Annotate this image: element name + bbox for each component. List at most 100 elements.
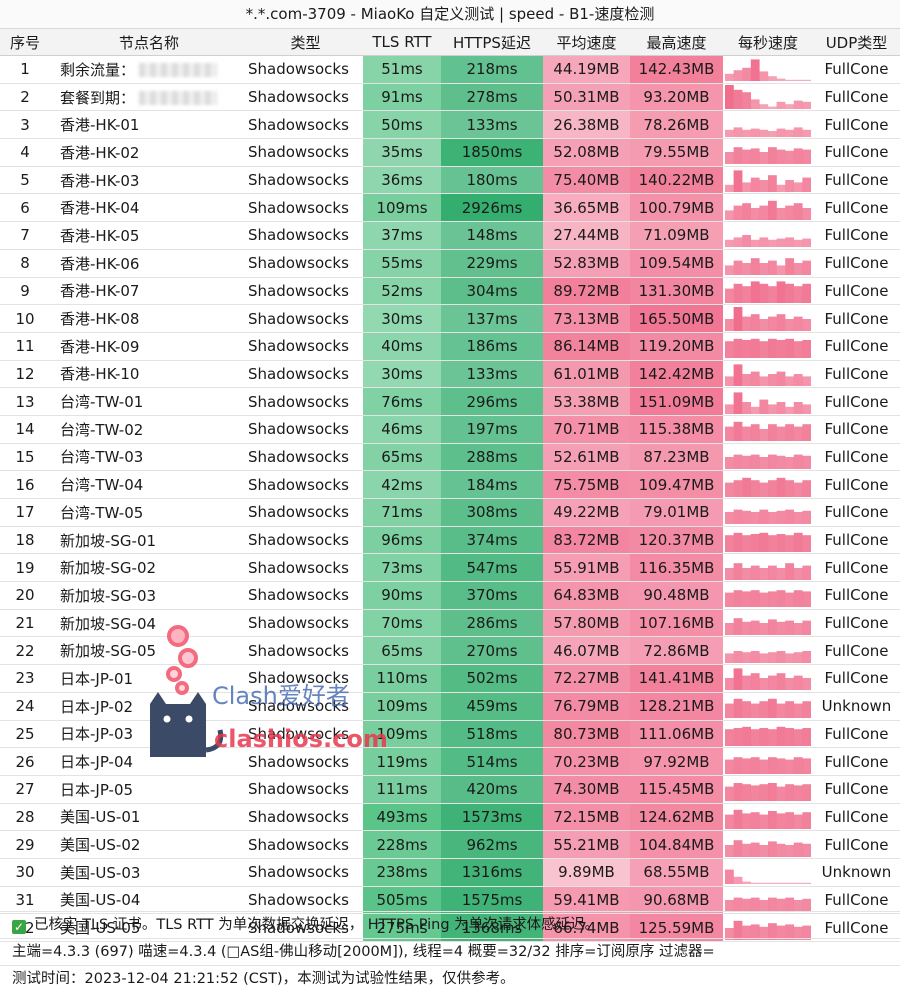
table-row[interactable]: 11 香港-HK-09 Shadowsocks 40ms 186ms 86.14MB 119… [0,332,900,361]
table-row[interactable]: 9 香港-HK-07 Shadowsocks 52ms 304ms 89.72MB 131.… [0,277,900,305]
sparkline-bar [759,71,769,82]
table-row[interactable]: 25 日本-JP-03 Shadowsocks 109ms 518ms 80.73MB 11… [0,720,900,748]
table-row[interactable]: 1 剩余流量： Shadowsocks 51ms 218ms 44.19MB 142.43M… [0,55,900,84]
cell-tls-rtt: 110ms [363,664,441,693]
cell-avg-speed: 89.72MB [543,277,630,305]
node-name-label: 美国-US-05 [60,919,141,938]
sparkline-bar [785,80,794,82]
cell-type: Shadowsocks [248,254,349,273]
table-row[interactable]: 27 日本-JP-05 Shadowsocks 111ms 420ms 74.30MB 11… [0,775,900,804]
table-row[interactable]: 17 台湾-TW-05 Shadowsocks 71ms 308ms 49.22MB 79.… [0,498,900,527]
cell-avg-speed: 44.19MB [543,55,630,84]
cell-avg-speed: 64.83MB [543,581,630,610]
cell-max-speed: 165.50MB [630,304,723,333]
sparkline-bar [742,651,751,663]
sparkline-bar [768,897,777,912]
col-header-index[interactable]: 序号 [0,29,50,56]
cell-max-speed: 128.21MB [630,692,723,720]
cell-per-second-speed [723,858,813,886]
sparkline-bar [742,701,751,719]
sparkline-bar [733,756,743,774]
sparkline-bar [725,567,734,580]
sparkline-bar [776,590,786,608]
table-row[interactable]: 2 套餐到期： Shadowsocks 91ms 278ms 50.31MB 93.20MB… [0,83,900,111]
cell-type: Shadowsocks [248,143,349,162]
cell-node-name: 台湾-TW-02 [50,415,248,443]
col-header-type[interactable]: 类型 [248,29,363,56]
col-header-max-speed[interactable]: 最高速度 [630,29,723,56]
table-row[interactable]: 7 香港-HK-05 Shadowsocks 37ms 148ms 27.44MB 71.0… [0,221,900,250]
cell-node-name: 美国-US-04 [50,886,248,914]
cell-avg-speed: 49.22MB [543,498,630,527]
table-row[interactable]: 30 美国-US-03 Shadowsocks 238ms 1316ms 9.89MB 68… [0,858,900,887]
col-header-avg-speed[interactable]: 平均速度 [543,29,630,56]
table-row[interactable]: 26 日本-JP-04 Shadowsocks 119ms 514ms 70.23MB 97… [0,747,900,776]
sparkline-bar [785,237,794,248]
redacted-value [139,63,218,78]
table-row[interactable]: 3 香港-HK-01 Shadowsocks 50ms 133ms 26.38MB 78.2… [0,110,900,139]
sparkline-bar [776,673,786,691]
cell-https-latency: 137ms [441,304,543,333]
speed-sparkline [725,897,811,912]
col-header-per-second-speed[interactable]: 每秒速度 [723,29,813,56]
cell-index: 7 [20,226,30,245]
cell-udp-type: FullCone [824,337,889,356]
col-header-name[interactable]: 节点名称 [50,29,248,56]
table-row[interactable]: 10 香港-HK-08 Shadowsocks 30ms 137ms 73.13MB 165… [0,304,900,333]
table-row[interactable]: 5 香港-HK-03 Shadowsocks 36ms 180ms 75.40MB 140.… [0,166,900,194]
cell-type: Shadowsocks [248,364,349,383]
table-row[interactable]: 21 新加坡-SG-04 Shadowsocks 70ms 286ms 57.80MB 10… [0,609,900,637]
table-row[interactable]: 20 新加坡-SG-03 Shadowsocks 90ms 370ms 64.83MB 90… [0,581,900,610]
speed-sparkline [725,562,811,580]
cell-udp-type: FullCone [824,281,889,300]
table-row[interactable]: 22 新加坡-SG-05 Shadowsocks 65ms 270ms 46.07MB 72… [0,636,900,665]
cell-max-speed: 141.41MB [630,664,723,693]
table-row[interactable]: 13 台湾-TW-01 Shadowsocks 76ms 296ms 53.38MB 151… [0,387,900,416]
node-name-label: 美国-US-04 [60,891,141,910]
sparkline-bar [742,401,751,414]
table-row[interactable]: 29 美国-US-02 Shadowsocks 228ms 962ms 55.21MB 10… [0,830,900,859]
table-row[interactable]: 24 日本-JP-02 Shadowsocks 109ms 459ms 76.79MB 12… [0,692,900,720]
cell-type: Shadowsocks [248,558,349,577]
cell-node-name: 新加坡-SG-01 [50,526,248,554]
footer-tls-text: 已核实 TLS 证书。TLS RTT 为单次数据交换延迟， HTTPS Ping… [34,917,600,933]
sparkline-bar [733,260,743,276]
table-row[interactable]: 6 香港-HK-04 Shadowsocks 109ms 2926ms 36.65MB 10… [0,193,900,222]
table-row[interactable]: 15 台湾-TW-03 Shadowsocks 65ms 288ms 52.61MB 87.… [0,443,900,471]
sparkline-bar [742,182,751,193]
sparkline-bar [742,567,751,580]
cell-udp-type: FullCone [824,503,889,522]
table-row[interactable]: 12 香港-HK-10 Shadowsocks 30ms 133ms 61.01MB 142… [0,360,900,388]
col-header-udp-type[interactable]: UDP类型 [813,29,900,56]
sparkline-bar [768,373,777,386]
cell-index: 20 [15,586,35,605]
sparkline-bar [733,562,743,580]
cell-per-second-speed [723,720,813,748]
table-row[interactable]: 16 台湾-TW-04 Shadowsocks 42ms 184ms 75.75MB 109… [0,470,900,499]
table-row[interactable]: 28 美国-US-01 Shadowsocks 493ms 1573ms 72.15MB 1… [0,803,900,831]
sparkline-bar [776,786,786,802]
table-row[interactable]: 4 香港-HK-02 Shadowsocks 35ms 1850ms 52.08MB 79.… [0,138,900,167]
sparkline-bar [759,263,769,276]
cell-type: Shadowsocks [248,669,349,688]
cell-max-speed: 107.16MB [630,609,723,637]
table-row[interactable]: 31 美国-US-04 Shadowsocks 505ms 1575ms 59.41MB 9… [0,886,900,914]
table-row[interactable]: 8 香港-HK-06 Shadowsocks 55ms 229ms 52.83MB 109.… [0,249,900,277]
table-row[interactable]: 23 日本-JP-01 Shadowsocks 110ms 502ms 72.27MB 14… [0,664,900,693]
cell-https-latency: 547ms [441,553,543,582]
sparkline-bar [742,726,751,746]
cell-index: 17 [15,503,35,522]
cell-https-latency: 1573ms [441,803,543,831]
node-name-label: 套餐到期： [60,88,136,107]
col-header-https-latency[interactable]: HTTPS延迟 [441,29,543,56]
node-name-label: 台湾-TW-01 [60,393,144,412]
table-row[interactable]: 19 新加坡-SG-02 Shadowsocks 73ms 547ms 55.91MB 11… [0,553,900,582]
sparkline-bar [768,591,777,608]
cell-udp-type: FullCone [824,60,889,79]
table-row[interactable]: 18 新加坡-SG-01 Shadowsocks 96ms 374ms 83.72MB 12… [0,526,900,554]
table-row[interactable]: 14 台湾-TW-02 Shadowsocks 46ms 197ms 70.71MB 115… [0,415,900,444]
window-title: *.*.com-3709 - MiaoKo 自定义测试 | speed - B1… [0,0,900,29]
sparkline-bar [768,783,777,802]
col-header-tls-rtt[interactable]: TLS RTT [363,29,441,56]
sparkline-bar [793,532,803,553]
